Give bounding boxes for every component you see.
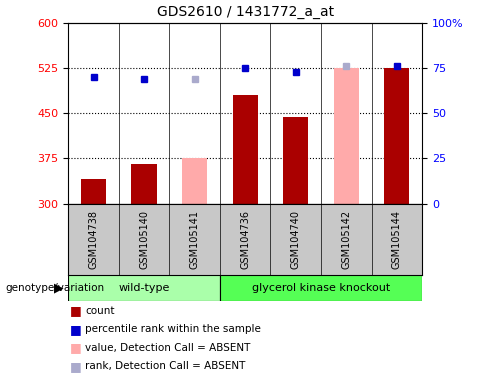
- Bar: [81, 179, 106, 204]
- Text: value, Detection Call = ABSENT: value, Detection Call = ABSENT: [85, 343, 251, 353]
- Title: GDS2610 / 1431772_a_at: GDS2610 / 1431772_a_at: [157, 5, 334, 19]
- Text: percentile rank within the sample: percentile rank within the sample: [85, 324, 261, 334]
- Text: GSM104738: GSM104738: [89, 210, 99, 268]
- Text: genotype/variation: genotype/variation: [5, 283, 104, 293]
- Text: ■: ■: [70, 305, 81, 318]
- Bar: [131, 164, 157, 204]
- Text: GSM105141: GSM105141: [190, 210, 200, 268]
- Text: ■: ■: [70, 360, 81, 373]
- Text: glycerol kinase knockout: glycerol kinase knockout: [252, 283, 390, 293]
- Text: GSM105142: GSM105142: [341, 210, 351, 268]
- Bar: [68, 275, 220, 301]
- Text: wild-type: wild-type: [119, 283, 170, 293]
- Text: count: count: [85, 306, 115, 316]
- Bar: [182, 158, 207, 204]
- Text: ■: ■: [70, 341, 81, 354]
- Text: GSM105144: GSM105144: [392, 210, 402, 268]
- Bar: [233, 95, 258, 204]
- Text: ▶: ▶: [54, 281, 63, 295]
- Text: GSM104740: GSM104740: [291, 210, 301, 268]
- Bar: [220, 275, 422, 301]
- Bar: [283, 118, 308, 204]
- Bar: [384, 68, 409, 204]
- Bar: [334, 68, 359, 204]
- Text: ■: ■: [70, 323, 81, 336]
- Text: GSM104736: GSM104736: [240, 210, 250, 268]
- Text: rank, Detection Call = ABSENT: rank, Detection Call = ABSENT: [85, 361, 246, 371]
- Text: GSM105140: GSM105140: [139, 210, 149, 268]
